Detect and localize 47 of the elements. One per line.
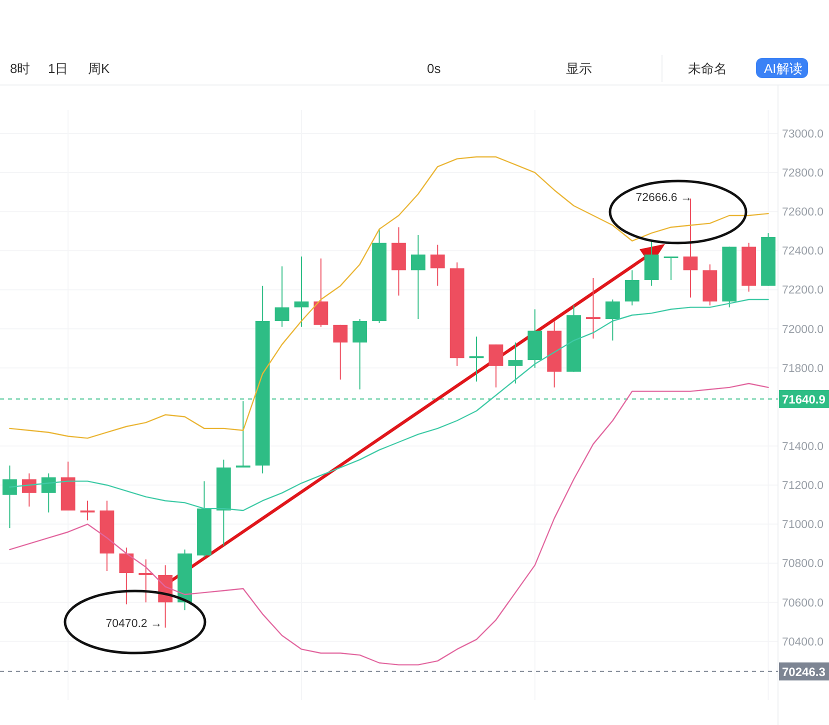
- y-tick-label: 70800.0: [782, 558, 824, 570]
- text: 显示: [566, 61, 592, 76]
- candlestick: [352, 318, 368, 390]
- line-series: [9, 156, 769, 439]
- ref-line-label: 70246.3: [782, 664, 826, 679]
- candlestick: [314, 258, 328, 328]
- annotation: 72666.6 →: [636, 192, 692, 204]
- candlestick: [624, 270, 640, 306]
- ref-line-label: 71640.9: [782, 392, 826, 406]
- candlestick: [41, 472, 56, 513]
- candlestick: [333, 324, 348, 380]
- line-series: [9, 382, 769, 666]
- candlestick: [80, 500, 95, 521]
- y-tick-label: 71800.0: [782, 362, 824, 375]
- y-tick-label: 70400.0: [782, 636, 824, 648]
- candlestick: [294, 256, 309, 328]
- candlestick: [410, 234, 426, 320]
- candlestick: [664, 256, 678, 280]
- candlestick: [430, 244, 445, 286]
- candlestick: [508, 342, 523, 384]
- text: AI解读: [764, 61, 802, 76]
- candlestick: [22, 472, 36, 508]
- y-tick-label: 70600.0: [782, 597, 824, 610]
- y-tick-label: 71400.0: [782, 441, 824, 454]
- y-tick-label: 72800.0: [782, 168, 824, 180]
- candlestick: [605, 299, 620, 342]
- text: 8时: [10, 61, 30, 76]
- y-tick-label: 72200.0: [782, 284, 824, 297]
- candlestick: [2, 465, 17, 529]
- text: 周K: [88, 61, 110, 76]
- y-tick-label: 72000.0: [782, 324, 824, 336]
- y-tick-label: 73000.0: [782, 128, 824, 140]
- candlestick: [488, 344, 504, 388]
- candlestick: [119, 547, 134, 605]
- text: 0s: [427, 61, 442, 76]
- candlestick: [274, 266, 290, 328]
- y-tick-label: 71200.0: [782, 480, 824, 492]
- candlestick: [138, 558, 154, 603]
- candlestick: [586, 278, 600, 340]
- y-tick-label: 71000.0: [782, 519, 824, 532]
- candlestick: [469, 336, 484, 382]
- text: 1日: [48, 61, 68, 76]
- candlestick: [683, 198, 698, 298]
- annotation: 70470.2 →: [106, 618, 162, 630]
- text: 未命名: [688, 61, 727, 76]
- y-tick-label: 72400.0: [782, 246, 824, 258]
- y-tick-label: 72600.0: [782, 206, 824, 219]
